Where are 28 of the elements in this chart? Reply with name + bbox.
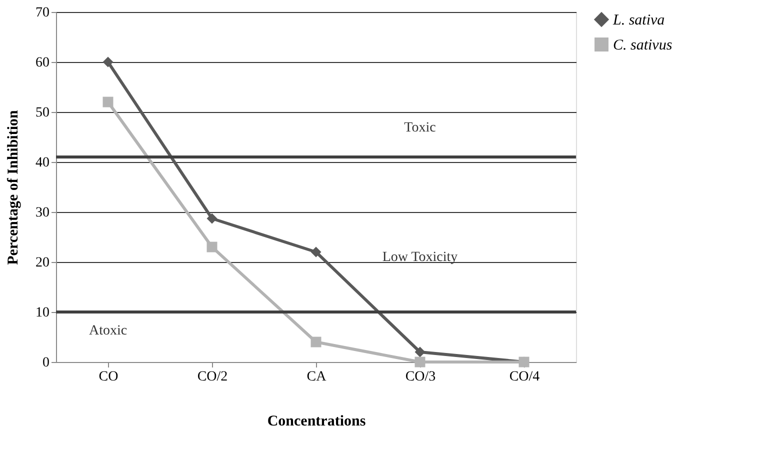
legend-label: C. sativus [613,38,672,54]
x-tick-label: CO/4 [509,370,540,384]
y-tick-label: 60 [36,56,50,70]
point [102,96,114,108]
x-tick-label: CO/2 [197,370,228,384]
point [206,213,218,224]
point [310,336,322,348]
x-tick-label: CO/3 [405,370,436,384]
y-axis-title: Percentage of Inhibition [6,109,22,265]
y-tick-label: 30 [36,206,50,220]
y-tick-label: 20 [36,256,50,270]
annotation: Atoxic [88,324,128,338]
annotation: Toxic [404,120,436,136]
point [102,56,114,68]
x-axis-title: Concentrations [267,414,366,430]
point [206,242,218,252]
point [414,346,426,358]
y-tick-label: 10 [36,306,50,320]
point [310,246,322,258]
y-tick-label: 40 [36,156,50,170]
y-tick-label: 70 [36,6,50,20]
y-tick-label: 0 [42,356,50,370]
legend-label: L. sativa [612,12,665,28]
x-tick-label: CA [306,370,328,384]
point [414,356,426,368]
annotation: Low Toxicity [382,250,458,265]
y-tick-label: 50 [36,106,50,120]
x-tick-label: CO [98,370,118,384]
